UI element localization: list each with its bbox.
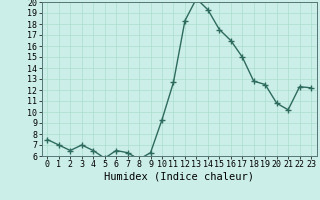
X-axis label: Humidex (Indice chaleur): Humidex (Indice chaleur) <box>104 172 254 182</box>
